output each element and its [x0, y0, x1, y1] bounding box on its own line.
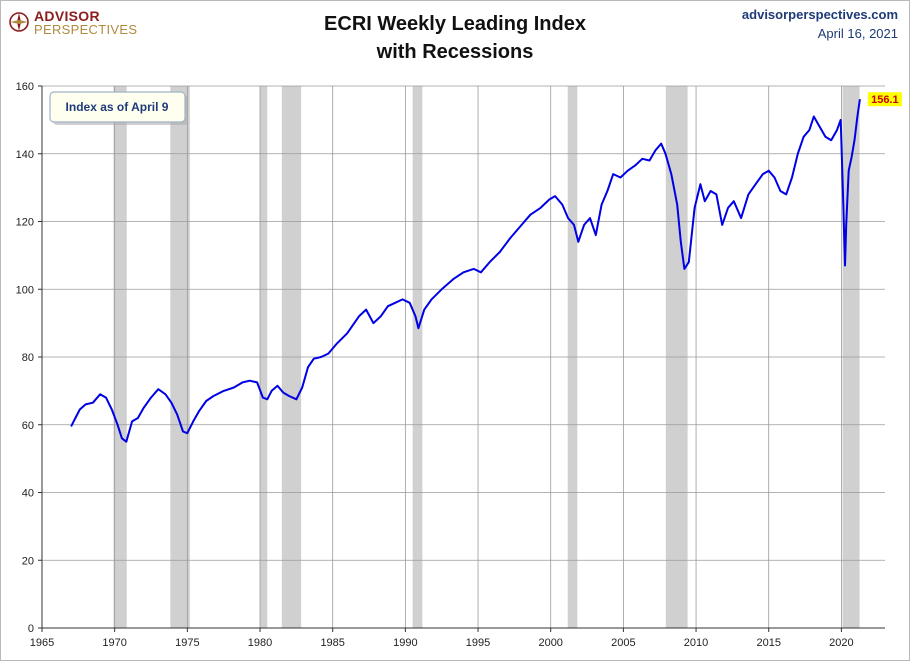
- y-tick-label: 60: [22, 420, 34, 432]
- compass-icon: [9, 12, 29, 32]
- logo-text-line2: PERSPECTIVES: [34, 22, 138, 37]
- x-tick-label: 1990: [393, 637, 417, 649]
- publish-date: April 16, 2021: [817, 26, 898, 41]
- series-line-wli: [70, 99, 861, 443]
- y-tick-label: 140: [16, 149, 34, 161]
- x-tick-label: 1970: [102, 637, 126, 649]
- x-tick-label: 2000: [538, 637, 562, 649]
- y-tick-labels: 0 20 40 60 80 100 120 140 160: [16, 81, 42, 635]
- x-tick-label: 2010: [684, 637, 708, 649]
- annotation-box: Index as of April 9: [49, 91, 188, 125]
- x-tick-label: 1980: [248, 637, 272, 649]
- source-site: advisorperspectives.com: [741, 7, 898, 22]
- x-tick-label: 2020: [829, 637, 853, 649]
- x-tick-label: 1985: [320, 637, 344, 649]
- x-tick-label: 2005: [611, 637, 635, 649]
- chart-title-line1: ECRI Weekly Leading Index: [324, 13, 586, 35]
- y-tick-label: 120: [16, 217, 34, 229]
- y-tick-label: 160: [16, 81, 34, 93]
- y-tick-label: 100: [16, 284, 34, 296]
- x-tick-labels: 1965 1970 1975 1980 1985 1990 1995 2000 2005 2010…: [30, 628, 854, 649]
- chart-title-line2: with Recessions: [376, 41, 534, 63]
- y-tick-label: 0: [28, 623, 34, 635]
- chart-title: ECRI Weekly Leading Index with Recession…: [0, 10, 910, 66]
- x-tick-label: 1975: [175, 637, 199, 649]
- gridlines: [42, 85, 885, 628]
- logo-text-line1: ADVISOR: [34, 8, 100, 24]
- last-value-text: 156.1: [871, 94, 899, 106]
- y-tick-label: 80: [22, 352, 34, 364]
- last-value-label: 156.1: [867, 92, 902, 107]
- brand-logo: ADVISOR PERSPECTIVES: [8, 8, 168, 38]
- y-tick-label: 20: [22, 555, 34, 567]
- y-tick-label: 40: [22, 488, 34, 500]
- x-tick-label: 1995: [466, 637, 490, 649]
- annotation-text: Index as of April 9: [66, 100, 169, 114]
- x-tick-label: 2015: [756, 637, 780, 649]
- x-tick-label: 1965: [30, 637, 54, 649]
